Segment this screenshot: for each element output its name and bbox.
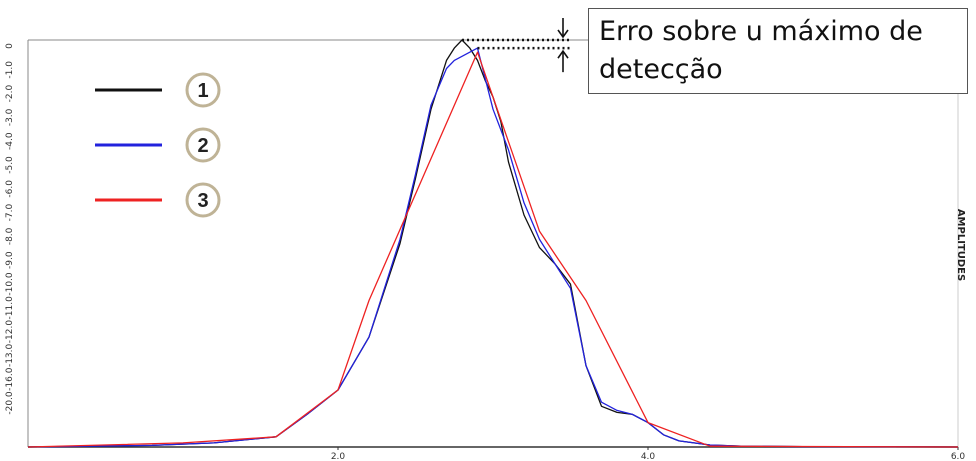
up-arrow-head-icon bbox=[557, 49, 569, 59]
y-tick-label: -16.0 bbox=[5, 367, 15, 391]
x-tick-labels: 2.0 4.0 6.0 bbox=[331, 447, 966, 461]
x-tick-label: 6.0 bbox=[951, 452, 966, 461]
y-tick-label: -12.0 bbox=[5, 320, 15, 344]
series-lines bbox=[27, 39, 959, 448]
legend-label-1: 1 bbox=[197, 80, 208, 102]
y-tick-label: -7.0 bbox=[5, 204, 15, 222]
axes bbox=[27, 39, 959, 448]
y-tick-label: -20.0 bbox=[5, 391, 15, 415]
y-tick-label: -1.0 bbox=[5, 61, 15, 79]
annotation-line-2: detecção bbox=[599, 54, 723, 85]
x-tick-label: 2.0 bbox=[331, 452, 346, 461]
x-tick-label: 4.0 bbox=[641, 452, 656, 461]
y-tick-label: -13.0 bbox=[5, 343, 15, 367]
y-tick-label: -10.0 bbox=[5, 272, 15, 296]
legend: 1 2 3 bbox=[95, 72, 221, 218]
down-arrow-head-icon bbox=[557, 29, 569, 39]
y-tick-label: -2.0 bbox=[5, 85, 15, 103]
error-marker bbox=[462, 18, 572, 73]
y-tick-label: -5.0 bbox=[5, 156, 15, 174]
legend-label-2: 2 bbox=[197, 135, 208, 157]
annotation-line-1: Erro sobre u máximo de bbox=[599, 16, 923, 47]
annotation-box: Erro sobre u máximo de detecção bbox=[588, 8, 968, 94]
y-tick-label: -9.0 bbox=[5, 251, 15, 269]
legend-badge-2 bbox=[185, 127, 221, 163]
series-line-3 bbox=[27, 51, 959, 448]
y-tick-label: 0 bbox=[5, 43, 15, 49]
y-axis-label: AMPLITUDES bbox=[955, 209, 966, 281]
series-line-1 bbox=[27, 39, 959, 448]
y-tick-label: -4.0 bbox=[5, 132, 15, 150]
y-tick-labels: 0 -1.0 -2.0 -3.0 -4.0 -5.0 -6.0 -7.0 -8.0 -9.0 -10… bbox=[5, 43, 15, 415]
y-tick-label: -3.0 bbox=[5, 108, 15, 126]
y-tick-label: -6.0 bbox=[5, 180, 15, 198]
series-line-2 bbox=[27, 47, 959, 448]
legend-badge-1 bbox=[185, 72, 221, 108]
y-tick-label: -11.0 bbox=[5, 296, 15, 320]
y-tick-label: -8.0 bbox=[5, 227, 15, 245]
legend-badge-3 bbox=[185, 182, 221, 218]
legend-label-3: 3 bbox=[197, 190, 208, 212]
